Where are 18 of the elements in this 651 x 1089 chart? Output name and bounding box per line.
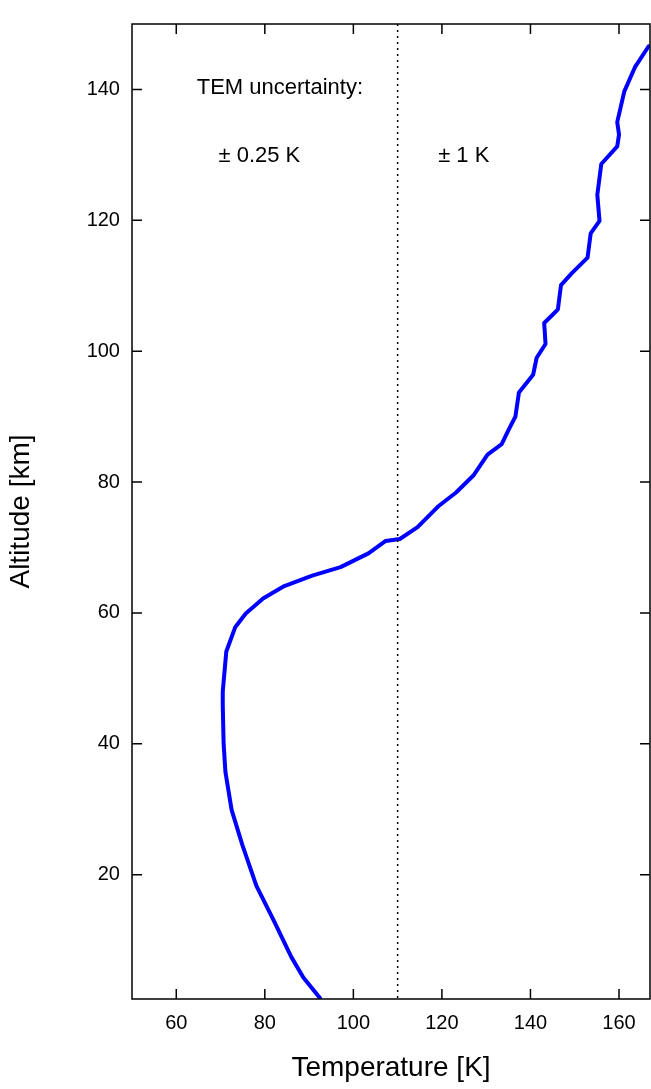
y-tick-label: 60 [97,600,120,623]
annotation: TEM uncertainty: [196,74,364,100]
y-tick-label: 100 [86,338,120,361]
x-axis-title: Temperature [K] [291,1050,491,1082]
x-tick-label: 80 [253,1010,276,1033]
annotation: ± 0.25 K [218,141,301,167]
y-tick-label: 120 [86,207,120,230]
x-tick-label: 120 [425,1010,459,1033]
x-tick-label: 140 [513,1010,548,1033]
y-tick-label: 140 [86,76,120,99]
x-tick-label: 60 [165,1010,188,1033]
y-axis-title: Altitude [km] [3,434,35,589]
annotation: ± 1 K [438,141,490,167]
x-tick-label: 100 [336,1010,371,1033]
x-tick-label: 160 [602,1010,636,1033]
y-tick-label: 20 [97,862,120,885]
y-tick-label: 80 [97,469,120,492]
y-tick-label: 40 [97,731,120,754]
